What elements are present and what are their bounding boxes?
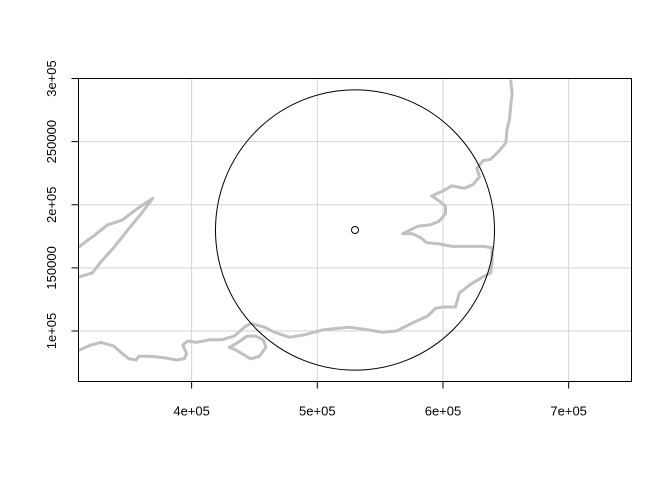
coastline-isle-of-wight xyxy=(227,334,268,361)
grid-lines xyxy=(78,78,632,382)
x-tick-label: 7e+05 xyxy=(550,404,587,419)
y-axis: 1e+05 150000 2e+05 250000 3e+05 xyxy=(44,60,79,349)
y-tick-label: 3e+05 xyxy=(44,60,59,97)
y-tick-label: 250000 xyxy=(44,120,59,163)
coastline-south-coast xyxy=(78,79,514,362)
coastlines xyxy=(78,79,514,362)
y-tick-label: 150000 xyxy=(44,246,59,289)
x-tick-label: 6e+05 xyxy=(425,404,462,419)
buffer-overlay xyxy=(214,89,496,371)
coastline-bristol-channel xyxy=(78,196,155,279)
plot-frame xyxy=(78,78,632,382)
x-tick-label: 4e+05 xyxy=(173,404,210,419)
center-point xyxy=(351,226,359,234)
x-tick-label: 5e+05 xyxy=(299,404,336,419)
buffer-circle xyxy=(214,89,496,371)
y-tick-label: 2e+05 xyxy=(44,186,59,223)
x-axis: 4e+05 5e+05 6e+05 7e+05 xyxy=(173,381,587,419)
y-tick-label: 1e+05 xyxy=(44,313,59,350)
